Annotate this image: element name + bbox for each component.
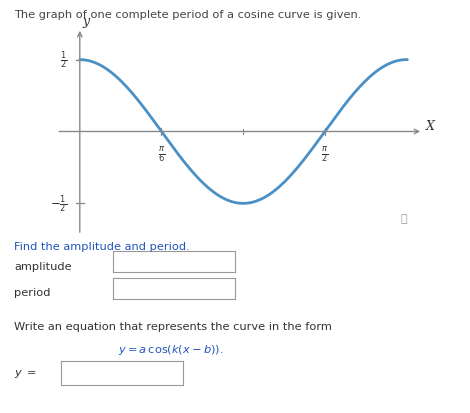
Text: $y\ =$: $y\ =$ — [14, 367, 37, 379]
Text: ⓘ: ⓘ — [401, 213, 407, 223]
Text: The graph of one complete period of a cosine curve is given.: The graph of one complete period of a co… — [14, 10, 361, 20]
Text: $-\frac{1}{2}$: $-\frac{1}{2}$ — [50, 193, 67, 215]
Text: $\frac{1}{2}$: $\frac{1}{2}$ — [60, 50, 67, 71]
Text: Write an equation that represents the curve in the form: Write an equation that represents the cu… — [14, 321, 332, 331]
Text: period: period — [14, 287, 51, 297]
Text: $\frac{\pi}{6}$: $\frac{\pi}{6}$ — [158, 145, 165, 164]
Text: X: X — [426, 120, 435, 133]
Text: amplitude: amplitude — [14, 261, 72, 271]
Text: y: y — [82, 14, 90, 28]
Text: $y = a\,\mathrm{cos}(k(x - b)).$: $y = a\,\mathrm{cos}(k(x - b)).$ — [118, 342, 223, 356]
Text: Find the amplitude and period.: Find the amplitude and period. — [14, 242, 190, 252]
Text: $\frac{\pi}{2}$: $\frac{\pi}{2}$ — [321, 145, 329, 164]
